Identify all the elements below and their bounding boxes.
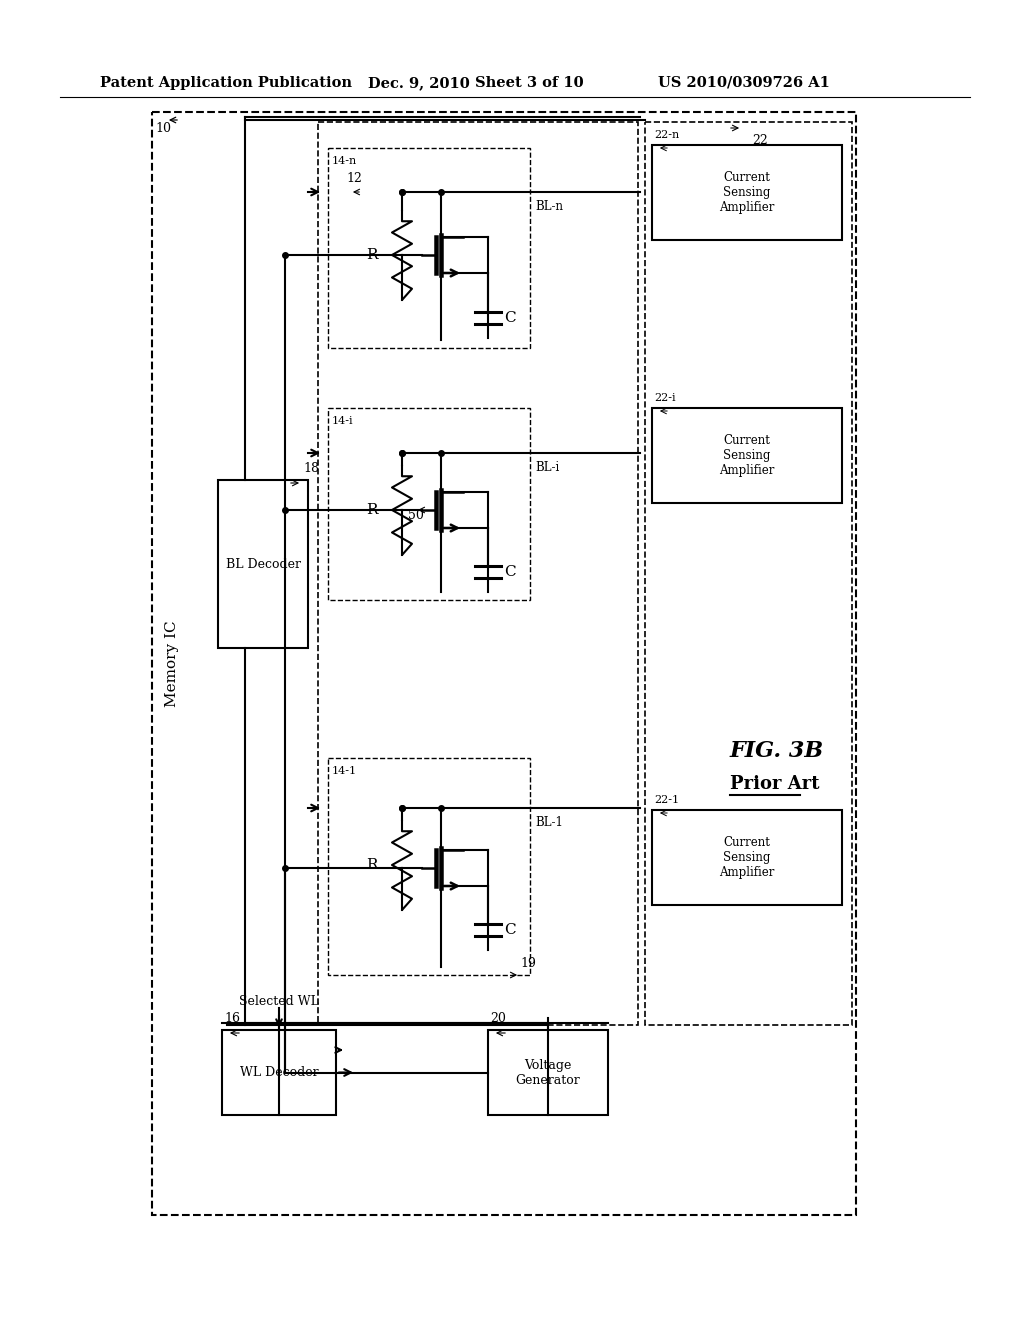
Text: US 2010/0309726 A1: US 2010/0309726 A1 <box>658 77 829 90</box>
Text: C: C <box>504 565 516 579</box>
Text: FIG. 3B: FIG. 3B <box>730 741 824 762</box>
Text: Current
Sensing
Amplifier: Current Sensing Amplifier <box>719 836 775 879</box>
Text: C: C <box>504 312 516 325</box>
Text: Memory IC: Memory IC <box>165 620 179 706</box>
Text: Current
Sensing
Amplifier: Current Sensing Amplifier <box>719 434 775 477</box>
Text: 50: 50 <box>408 510 424 521</box>
Text: BL-i: BL-i <box>535 461 559 474</box>
Text: 22-n: 22-n <box>654 129 679 140</box>
Text: BL-n: BL-n <box>535 201 563 213</box>
Text: C: C <box>504 923 516 937</box>
Text: Patent Application Publication: Patent Application Publication <box>100 77 352 90</box>
FancyBboxPatch shape <box>222 1030 336 1115</box>
Text: BL-1: BL-1 <box>535 816 563 829</box>
Text: 14-i: 14-i <box>332 416 353 426</box>
Text: 22-1: 22-1 <box>654 795 679 805</box>
Text: 12: 12 <box>346 172 361 185</box>
Text: 22-i: 22-i <box>654 393 676 403</box>
Text: Voltage
Generator: Voltage Generator <box>516 1059 581 1086</box>
FancyBboxPatch shape <box>652 810 842 906</box>
Text: Prior Art: Prior Art <box>730 775 819 793</box>
Text: 18: 18 <box>303 462 319 475</box>
Text: 20: 20 <box>490 1012 506 1026</box>
Text: 22: 22 <box>752 135 768 147</box>
Text: Selected WL: Selected WL <box>239 995 318 1008</box>
FancyBboxPatch shape <box>652 408 842 503</box>
Text: BL Decoder: BL Decoder <box>225 557 300 570</box>
Text: Current
Sensing
Amplifier: Current Sensing Amplifier <box>719 172 775 214</box>
Text: 19: 19 <box>520 957 536 970</box>
Text: R: R <box>367 858 378 873</box>
Text: 16: 16 <box>224 1012 240 1026</box>
Text: 14-1: 14-1 <box>332 766 357 776</box>
Text: Dec. 9, 2010: Dec. 9, 2010 <box>368 77 470 90</box>
Text: 14-n: 14-n <box>332 156 357 166</box>
Text: 10: 10 <box>155 121 171 135</box>
Text: R: R <box>367 503 378 517</box>
Text: Sheet 3 of 10: Sheet 3 of 10 <box>475 77 584 90</box>
Text: R: R <box>367 248 378 261</box>
FancyBboxPatch shape <box>652 145 842 240</box>
Text: WL Decoder: WL Decoder <box>240 1067 318 1078</box>
FancyBboxPatch shape <box>488 1030 608 1115</box>
FancyBboxPatch shape <box>218 480 308 648</box>
